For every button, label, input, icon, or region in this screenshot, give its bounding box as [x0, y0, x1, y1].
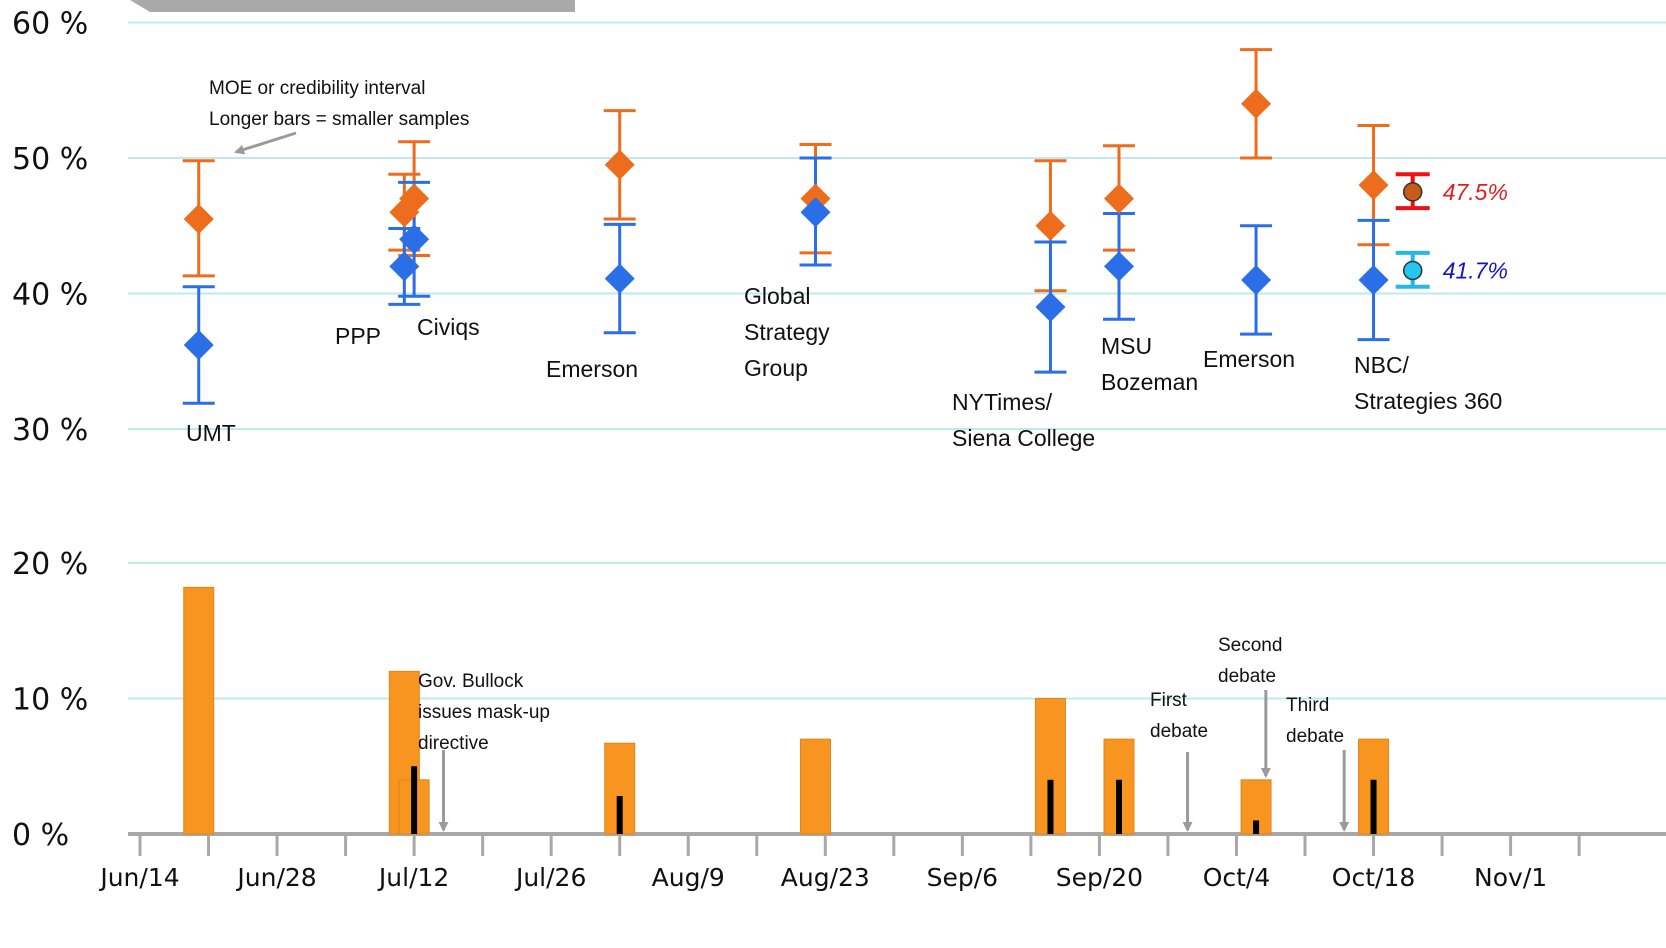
event-label: directive	[418, 733, 489, 754]
event-label: Third	[1286, 695, 1329, 716]
poll-marker	[1035, 210, 1066, 241]
poll-marker	[389, 251, 420, 282]
poll-label: PPP	[335, 323, 381, 349]
inner-bar	[616, 796, 623, 834]
poll-marker	[800, 197, 831, 228]
x-tick-label: Jul/12	[377, 863, 449, 892]
x-tick-label: Nov/1	[1474, 863, 1547, 892]
average-label: 47.5%	[1443, 179, 1508, 205]
event-label: debate	[1218, 666, 1276, 687]
x-tick-label: Sep/6	[927, 863, 998, 892]
event-label: issues mask-up	[418, 702, 550, 723]
average-marker	[1402, 182, 1423, 202]
event-label: debate	[1286, 726, 1344, 747]
y-tick-label: 40 %	[12, 278, 88, 313]
poll-marker	[1104, 251, 1134, 282]
poll-markers	[183, 88, 1389, 360]
poll-marker	[183, 203, 214, 234]
poll-marker	[399, 183, 430, 214]
x-tick-label: Jun/28	[235, 863, 316, 892]
poll-label: NYTimes/	[952, 389, 1053, 415]
poll-marker	[604, 149, 635, 180]
poll-label: NBC/	[1354, 352, 1410, 378]
poll-label: Siena College	[952, 425, 1095, 451]
x-tick-label: Oct/18	[1332, 863, 1415, 892]
poll-label: Strategy	[744, 319, 830, 345]
poll-label: UMT	[186, 420, 236, 446]
poll-label: Civiqs	[417, 314, 480, 340]
gridlines: 60 % 50 % 40 % 30 % 20 % 10 % 0 %	[12, 7, 1666, 853]
annotation-text: MOE or credibility interval	[209, 78, 425, 99]
poll-marker	[604, 263, 635, 294]
inner-bar	[411, 766, 418, 834]
event-label: Second	[1218, 635, 1282, 656]
poll-marker	[1241, 88, 1272, 119]
poll-labels: UMT PPP Civiqs Emerson Global Strategy Group NY…	[186, 283, 1502, 451]
x-tick-label: Aug/9	[652, 863, 725, 892]
average-marker	[1402, 260, 1423, 281]
x-tick-label: Sep/20	[1056, 863, 1143, 892]
y-tick-label: 10 %	[12, 683, 88, 718]
bar	[183, 586, 215, 835]
x-tick-label: Oct/4	[1203, 863, 1271, 892]
event-label: Gov. Bullock	[418, 671, 524, 692]
poll-label: Group	[744, 355, 808, 381]
poll-label: Strategies 360	[1354, 388, 1502, 414]
bar	[800, 738, 832, 835]
legend-box-edge	[130, 0, 575, 12]
average-markers: 47.5% 41.7%	[1395, 172, 1508, 289]
inner-bar	[1047, 779, 1054, 834]
y-tick-label: 30 %	[12, 413, 88, 448]
y-tick-label: 60 %	[12, 7, 88, 42]
annotation-text: Longer bars = smaller samples	[209, 109, 469, 130]
poll-marker	[1104, 183, 1134, 214]
y-tick-label: 50 %	[12, 142, 88, 177]
bar-series	[183, 586, 1390, 835]
inner-bar	[1116, 779, 1122, 834]
poll-label: Global	[744, 283, 810, 309]
average-label: 41.7%	[1443, 257, 1508, 283]
x-tick-label: Jul/26	[514, 863, 586, 892]
poll-marker	[183, 329, 214, 360]
x-axis: Jun/14 Jun/28 Jul/12 Jul/26 Aug/9 Aug/23 Sep/6…	[98, 832, 1666, 892]
poll-marker	[1358, 170, 1389, 201]
poll-label: Emerson	[546, 356, 638, 382]
annotation-arrow	[234, 131, 297, 155]
x-tick-label: Jun/14	[98, 863, 179, 892]
poll-marker	[1358, 264, 1389, 295]
event-annotations: Gov. Bullock issues mask-up directive First…	[418, 635, 1350, 832]
poll-marker	[399, 224, 430, 255]
event-label: First	[1150, 690, 1188, 711]
poll-marker	[1035, 292, 1066, 323]
event-label: debate	[1150, 721, 1208, 742]
poll-marker	[1241, 264, 1272, 295]
inner-bar	[1370, 779, 1377, 834]
x-tick-label: Aug/23	[781, 863, 870, 892]
poll-label: Emerson	[1203, 346, 1295, 372]
poll-label: Bozeman	[1101, 369, 1198, 395]
y-tick-label: 0 %	[12, 818, 69, 853]
inner-bar	[1253, 820, 1260, 834]
moe-annotation: MOE or credibility interval Longer bars =…	[209, 78, 469, 155]
poll-label: MSU	[1101, 333, 1152, 359]
y-tick-label: 20 %	[12, 547, 88, 582]
